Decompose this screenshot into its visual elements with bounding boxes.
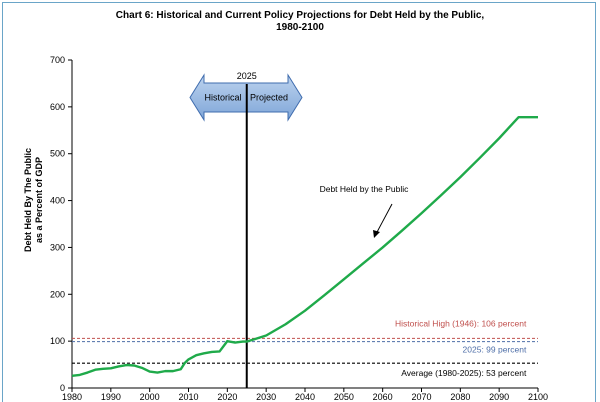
- y-tick-label: 600: [50, 102, 65, 112]
- x-tick-label: 2070: [411, 392, 431, 400]
- series-annotation-label: Debt Held by the Public: [320, 184, 410, 194]
- y-tick-label: 400: [50, 196, 65, 206]
- x-tick-label: 2050: [334, 392, 354, 400]
- title-line-2: 1980-2100: [276, 22, 324, 33]
- x-tick-label: 2020: [217, 392, 237, 400]
- reference-line-label: 2025: 99 percent: [463, 345, 527, 355]
- x-tick-label: 2060: [373, 392, 393, 400]
- x-tick-label: 2000: [140, 392, 160, 400]
- y-tick-label: 200: [50, 289, 65, 299]
- x-tick-label: 2030: [256, 392, 276, 400]
- series-annotation-arrow-shaft: [375, 203, 393, 235]
- series-annotation-arrow-head: [373, 230, 380, 238]
- divider-right-label: Projected: [250, 93, 288, 103]
- chart-title: Chart 6: Historical and Current Policy P…: [0, 10, 600, 34]
- x-tick-label: 2010: [178, 392, 198, 400]
- divider-left-label: Historical: [204, 93, 241, 103]
- y-tick-label: 0: [60, 383, 65, 393]
- x-tick-label: 1980: [62, 392, 82, 400]
- title-line-1: Chart 6: Historical and Current Policy P…: [115, 10, 485, 21]
- x-tick-label: 2080: [450, 392, 470, 400]
- debt-series-line: [71, 115, 538, 378]
- reference-line-label: Average (1980-2025): 53 percent: [401, 368, 527, 378]
- y-tick-label: 500: [50, 149, 65, 159]
- y-tick-label: 100: [50, 336, 65, 346]
- y-tick-label: 700: [50, 55, 65, 65]
- reference-line-label: Historical High (1946): 106 percent: [395, 318, 527, 328]
- divider-year-label: 2025: [237, 71, 257, 81]
- y-tick-label: 300: [50, 242, 65, 252]
- x-tick-label: 2090: [489, 392, 509, 400]
- x-tick-label: 2100: [528, 392, 548, 400]
- x-tick-label: 2040: [295, 392, 315, 400]
- x-tick-label: 1990: [101, 392, 121, 400]
